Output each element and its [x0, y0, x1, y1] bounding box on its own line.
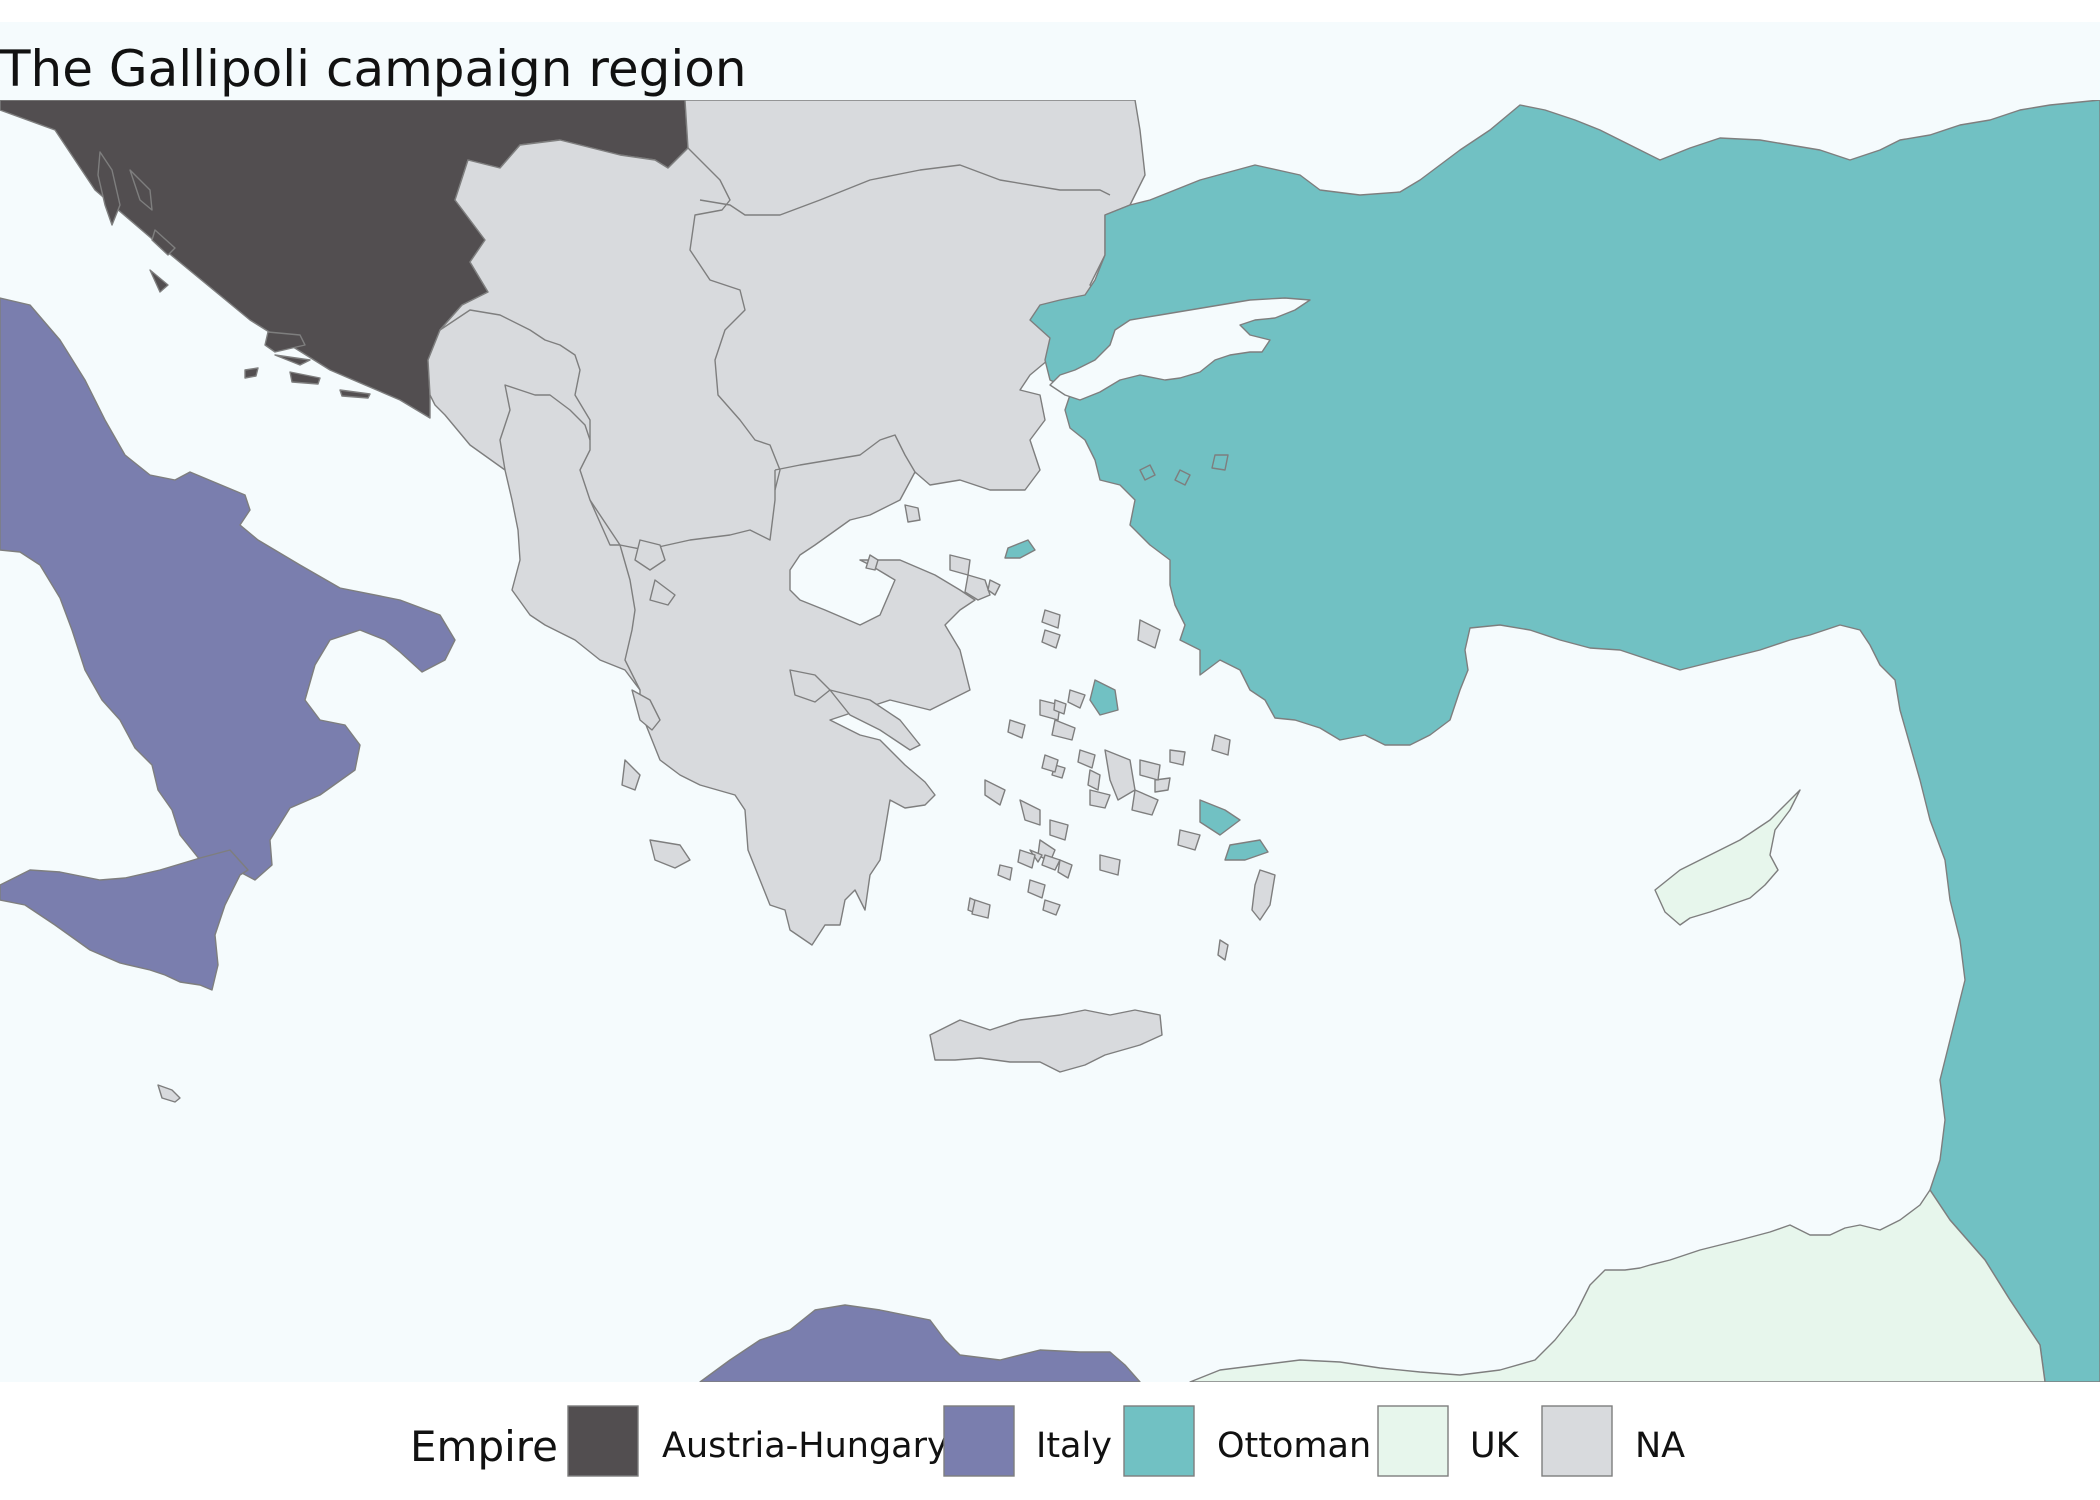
- chart-title: The Gallipoli campaign region: [0, 40, 747, 98]
- region-egypt: [1189, 1189, 2046, 1383]
- legend-item-ottoman: Ottoman: [1123, 1405, 1371, 1477]
- map-regions: [0, 99, 2100, 1383]
- legend-key-austria-hungary: [567, 1405, 639, 1477]
- balkan-borders: [439, 147, 1111, 691]
- island-crete: [929, 1009, 1163, 1073]
- legend-key-ottoman: [1123, 1405, 1195, 1477]
- legend-label-uk: UK: [1470, 1426, 1520, 1466]
- region-libya-coast: [699, 1304, 1141, 1383]
- legend-key-uk: [1377, 1405, 1449, 1477]
- legend-label-ottoman: Ottoman: [1217, 1426, 1371, 1466]
- legend-label-italy: Italy: [1036, 1426, 1112, 1466]
- sea-of-marmara: [1049, 297, 1311, 401]
- ottoman-islands: [1004, 454, 1269, 861]
- legend-band: [0, 1382, 2100, 1500]
- dalmatian-islands: [97, 151, 371, 399]
- legend-item-italy: Italy: [943, 1405, 1112, 1477]
- legend-label-na: NA: [1635, 1426, 1685, 1466]
- legend-item-na: NA: [1541, 1405, 1685, 1477]
- legend-item-uk: UK: [1377, 1405, 1520, 1477]
- legend-key-italy: [943, 1405, 1015, 1477]
- legend-item-austria-hungary: Austria-Hungary: [567, 1405, 948, 1477]
- region-italy-peninsula: [0, 297, 456, 896]
- region-balkans: [427, 99, 1146, 946]
- top-margin: [0, 0, 2100, 22]
- region-sicily: [0, 849, 249, 991]
- legend: Empire Austria-Hungary Italy Ottoman UK …: [410, 1405, 1685, 1477]
- region-cyprus: [1654, 789, 1801, 926]
- region-ottoman: [1029, 99, 2100, 1383]
- title-band-sea: [0, 22, 2100, 100]
- legend-key-na: [1541, 1405, 1613, 1477]
- legend-title: Empire: [410, 1422, 558, 1471]
- legend-label-austria-hungary: Austria-Hungary: [662, 1426, 948, 1466]
- island-malta-area: [157, 1084, 181, 1103]
